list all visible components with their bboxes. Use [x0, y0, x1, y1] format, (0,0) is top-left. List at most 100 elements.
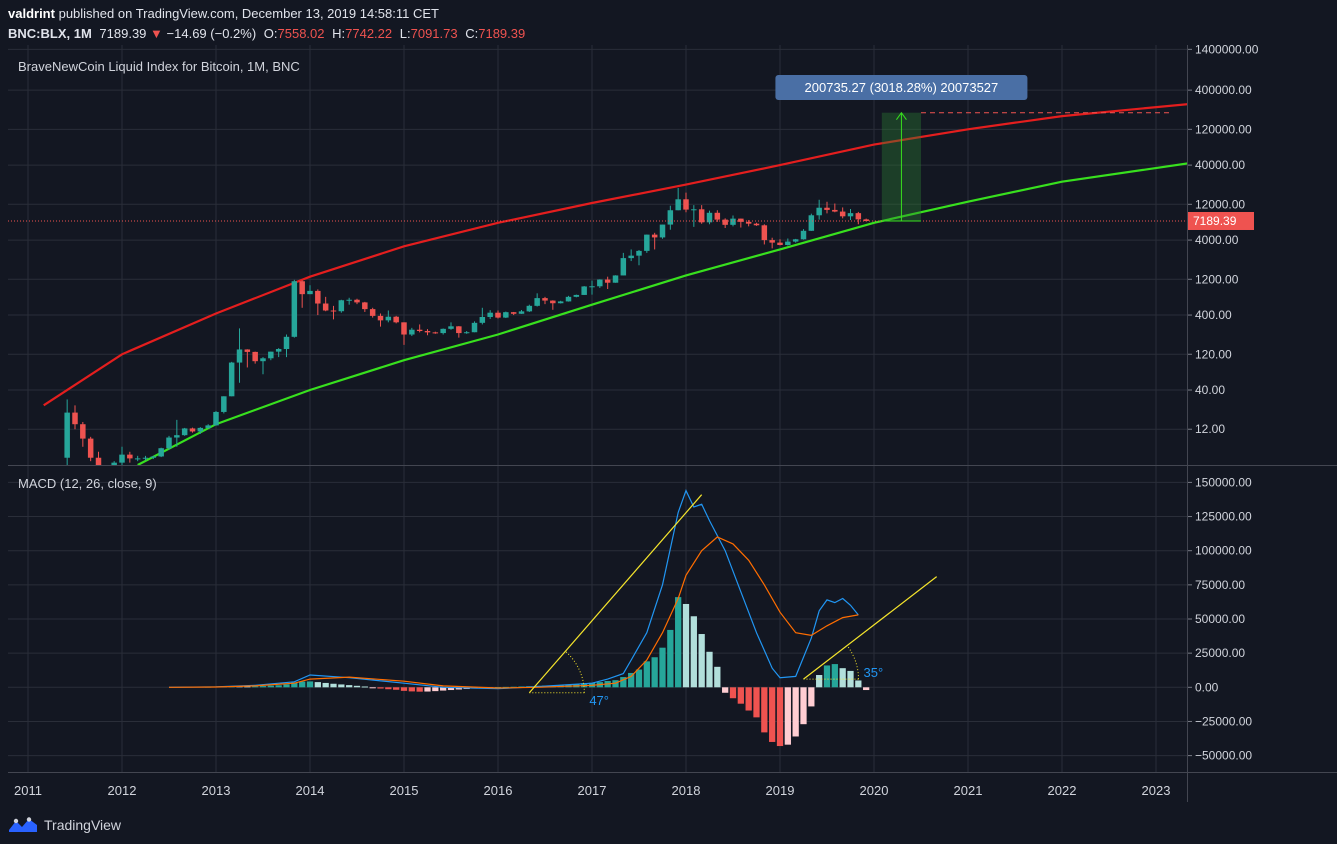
candle-body[interactable]	[510, 312, 517, 314]
candle-body[interactable]	[644, 234, 650, 251]
candle-body[interactable]	[111, 462, 117, 475]
signal-line[interactable]	[168, 536, 859, 689]
footer-brand[interactable]: TradingView	[8, 814, 121, 836]
candle-body[interactable]	[706, 212, 713, 223]
candle-body[interactable]	[526, 305, 533, 312]
candle-body[interactable]	[816, 207, 822, 216]
macd-trendline[interactable]	[803, 576, 938, 680]
candle-body[interactable]	[354, 299, 360, 303]
candle-body[interactable]	[651, 234, 658, 238]
candle-body[interactable]	[792, 239, 799, 242]
candle-body[interactable]	[385, 316, 392, 321]
candle-body[interactable]	[362, 302, 368, 310]
candle-body[interactable]	[150, 456, 157, 458]
candle-body[interactable]	[463, 332, 470, 334]
candle-body[interactable]	[369, 309, 376, 316]
candle-body[interactable]	[518, 311, 525, 314]
candle-body[interactable]	[377, 315, 384, 321]
candle-body[interactable]	[268, 351, 274, 359]
candle-body[interactable]	[534, 298, 540, 306]
candle-body[interactable]	[683, 199, 689, 210]
candle-body[interactable]	[221, 396, 227, 412]
candle-body[interactable]	[401, 322, 407, 335]
candle-body[interactable]	[260, 358, 266, 362]
chart-area[interactable]: 2011 2012 2013 2014 2015 2016 2017 2018 2019 2020…	[8, 42, 1337, 802]
candle-body[interactable]	[597, 279, 603, 287]
candle-body[interactable]	[761, 225, 768, 241]
candle-body[interactable]	[604, 279, 611, 283]
candle-body[interactable]	[393, 316, 399, 323]
candle-body[interactable]	[158, 448, 164, 457]
candle-body[interactable]	[205, 425, 211, 428]
candle-body[interactable]	[291, 281, 298, 337]
candle-body[interactable]	[174, 435, 180, 438]
candle-body[interactable]	[800, 230, 807, 240]
candle-body[interactable]	[855, 213, 862, 220]
candle-body[interactable]	[495, 312, 501, 318]
candle-body[interactable]	[338, 300, 345, 312]
candle-body[interactable]	[745, 221, 752, 224]
candle-body[interactable]	[213, 411, 219, 426]
candle-body[interactable]	[667, 210, 674, 225]
candle-body[interactable]	[824, 207, 830, 210]
candle-body[interactable]	[189, 428, 196, 432]
candle-body[interactable]	[722, 219, 728, 225]
candle-body[interactable]	[698, 209, 705, 223]
candle-body[interactable]	[283, 336, 290, 350]
candle-body[interactable]	[714, 212, 721, 220]
candle-body[interactable]	[228, 362, 235, 397]
candle-body[interactable]	[479, 316, 486, 323]
candle-body[interactable]	[628, 255, 634, 259]
candle-body[interactable]	[275, 349, 282, 352]
candle-body[interactable]	[244, 349, 251, 352]
candle-body[interactable]	[557, 301, 564, 304]
candle-body[interactable]	[573, 294, 580, 297]
candle-body[interactable]	[72, 412, 78, 425]
candle-body[interactable]	[832, 209, 838, 212]
candle-body[interactable]	[87, 438, 94, 458]
author-name[interactable]: valdrint	[8, 6, 55, 21]
candle-body[interactable]	[471, 322, 478, 333]
candle-body[interactable]	[315, 290, 321, 304]
candle-body[interactable]	[589, 286, 595, 288]
candle-body[interactable]	[197, 427, 204, 432]
chart-svg[interactable]: 2011 2012 2013 2014 2015 2016 2017 2018 2019 2020…	[8, 42, 1337, 802]
candle-body[interactable]	[738, 218, 744, 222]
resistance-curve[interactable]	[43, 103, 1188, 407]
candle-body[interactable]	[839, 211, 846, 217]
macd-trendline[interactable]	[528, 494, 703, 694]
candle-body[interactable]	[119, 454, 125, 463]
candle-body[interactable]	[432, 332, 439, 334]
candle-body[interactable]	[166, 437, 172, 449]
candle-body[interactable]	[299, 281, 305, 295]
candle-body[interactable]	[620, 258, 627, 276]
candle-body[interactable]	[64, 412, 70, 458]
candle-body[interactable]	[330, 310, 337, 312]
candle-body[interactable]	[769, 240, 775, 243]
candle-body[interactable]	[104, 472, 109, 474]
candle-body[interactable]	[659, 224, 666, 238]
candle-body[interactable]	[565, 296, 572, 302]
candle-body[interactable]	[252, 351, 258, 362]
candle-body[interactable]	[346, 299, 352, 301]
candle-body[interactable]	[581, 286, 587, 295]
candle-body[interactable]	[691, 209, 697, 211]
candle-body[interactable]	[236, 349, 243, 363]
candle-body[interactable]	[416, 329, 423, 332]
candle-body[interactable]	[409, 329, 415, 335]
candle-body[interactable]	[636, 250, 642, 256]
candle-body[interactable]	[134, 458, 141, 460]
candle-body[interactable]	[753, 223, 760, 226]
candle-body[interactable]	[95, 457, 102, 473]
candle-body[interactable]	[322, 303, 329, 311]
candle-body[interactable]	[808, 215, 815, 231]
candle-body[interactable]	[785, 241, 791, 245]
candle-body[interactable]	[777, 242, 783, 245]
candle-body[interactable]	[424, 331, 431, 333]
candle-body[interactable]	[675, 199, 681, 211]
candle-body[interactable]	[80, 424, 86, 439]
support-curve[interactable]	[137, 162, 1188, 466]
candle-body[interactable]	[542, 298, 548, 301]
candle-body[interactable]	[127, 454, 133, 459]
candle-body[interactable]	[487, 312, 493, 317]
